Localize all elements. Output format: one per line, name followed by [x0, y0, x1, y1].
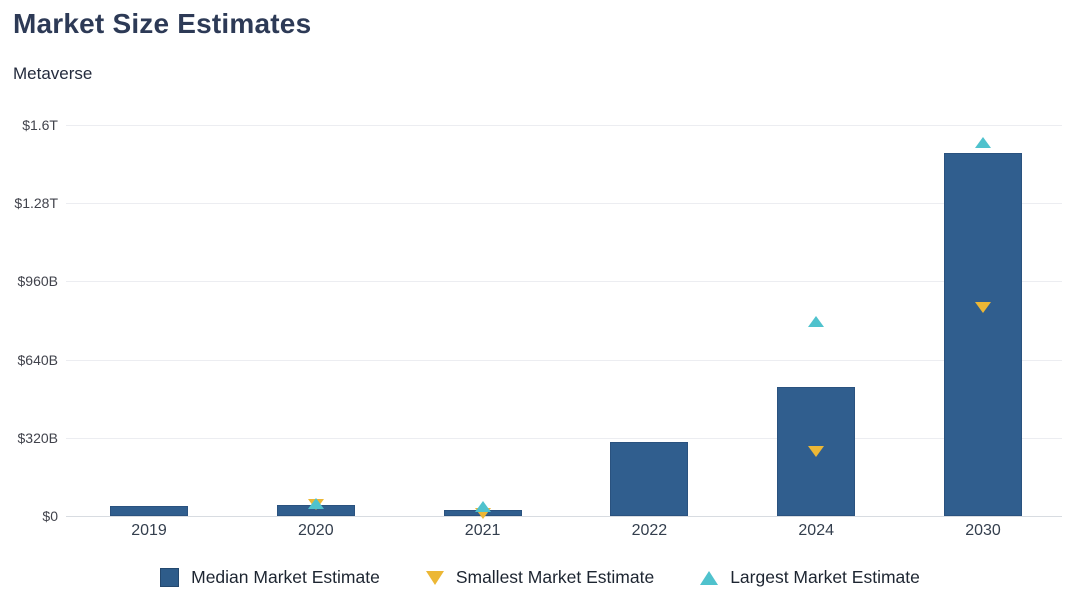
median-bar-2030	[944, 152, 1022, 516]
gridline	[66, 437, 1062, 439]
legend-label: Largest Market Estimate	[730, 567, 920, 587]
gridline	[66, 203, 1062, 205]
smallest-estimate-marker-2030	[975, 301, 991, 313]
largest-estimate-marker-2020	[307, 497, 324, 509]
square-swatch-icon	[160, 568, 180, 587]
legend-item-median-market-estimate[interactable]: Median Market Estimate	[160, 567, 380, 588]
gridline	[66, 125, 1062, 126]
triangle-down-icon	[425, 570, 444, 585]
y-axis-tick-label: $320B	[17, 429, 58, 446]
legend-item-smallest-market-estimate[interactable]: Smallest Market Estimate	[425, 567, 655, 588]
x-axis-label-2030: 2030	[965, 522, 1001, 539]
y-axis-tick-label: $1.6T	[22, 117, 58, 133]
largest-estimate-marker-2024	[808, 316, 825, 328]
chart-title: Market Size Estimates	[13, 8, 312, 39]
x-axis-label-2024: 2024	[798, 522, 834, 539]
x-axis-label-2019: 2019	[131, 522, 167, 539]
x-axis-label-2020: 2020	[298, 522, 334, 539]
gridline	[66, 281, 1062, 283]
y-axis-tick-label: $1.28T	[14, 195, 58, 212]
chart-legend: Median Market Estimate Smallest Market Es…	[0, 567, 1080, 588]
y-axis-tick-label: $960B	[17, 273, 58, 290]
legend-item-largest-market-estimate[interactable]: Largest Market Estimate	[700, 567, 920, 588]
smallest-estimate-marker-2021	[474, 508, 491, 520]
y-axis-tick-label: $640B	[17, 351, 58, 368]
median-bar-2019	[110, 505, 188, 516]
largest-estimate-marker-2021	[474, 501, 491, 513]
y-axis-tick-label: $0	[42, 508, 58, 524]
triangle-up-icon	[700, 570, 719, 585]
smallest-estimate-marker-2024	[808, 446, 825, 458]
x-axis-label-2022: 2022	[631, 522, 668, 539]
chart-subtitle: Metaverse	[13, 64, 93, 83]
x-axis-label-2021: 2021	[464, 522, 501, 539]
largest-estimate-marker-2030	[975, 136, 991, 148]
legend-label: Median Market Estimate	[191, 567, 380, 587]
median-bar-2022	[610, 441, 689, 516]
x-axis-baseline	[66, 516, 1062, 517]
gridline	[66, 359, 1062, 361]
legend-label: Smallest Market Estimate	[455, 567, 655, 587]
